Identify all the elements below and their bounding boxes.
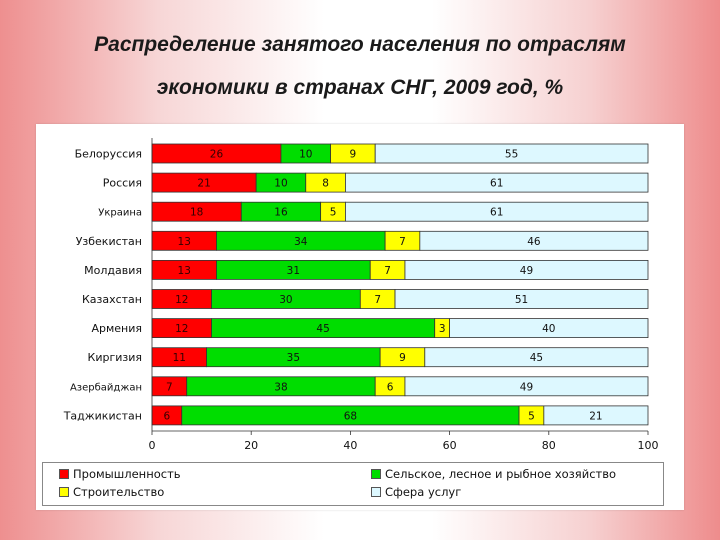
data-label: 12	[175, 323, 188, 335]
data-label: 35	[287, 352, 300, 364]
data-label: 38	[274, 381, 287, 393]
legend-label-services: Сфера услуг	[385, 485, 462, 499]
data-label: 13	[178, 236, 191, 248]
bar-segment	[404, 376, 649, 397]
bar-segment	[374, 143, 649, 164]
data-label: 61	[490, 178, 503, 190]
chart-title-line-1: Распределение занятого населения по отра…	[94, 33, 626, 56]
data-label: 6	[164, 410, 171, 422]
bar-segment	[394, 289, 649, 309]
legend-swatch-industry	[59, 469, 69, 479]
data-label: 5	[330, 207, 337, 219]
legend: Промышленность Сельское, лесное и рыбное…	[42, 462, 664, 506]
category-label: Азербайджан	[70, 382, 142, 393]
data-label: 8	[322, 178, 329, 190]
data-label: 30	[279, 294, 292, 306]
x-tick-label: 0	[149, 439, 156, 452]
data-label: 9	[399, 352, 406, 364]
data-label: 3	[439, 323, 446, 335]
data-label: 6	[387, 381, 394, 393]
bar-segment	[424, 347, 649, 368]
legend-swatch-services	[371, 487, 381, 497]
data-label: 7	[374, 294, 381, 306]
x-tick-label: 20	[244, 439, 258, 452]
data-label: 49	[520, 265, 533, 277]
data-label: 61	[490, 207, 503, 219]
data-label: 45	[316, 323, 329, 335]
x-tick-label: 100	[638, 439, 659, 452]
data-label: 7	[399, 236, 406, 248]
data-label: 34	[294, 236, 308, 248]
category-label: Украина	[98, 208, 142, 219]
data-label: 49	[520, 381, 533, 393]
x-tick-label: 80	[542, 439, 556, 452]
legend-label-industry: Промышленность	[73, 467, 181, 481]
legend-label-construction: Строительство	[73, 485, 165, 499]
legend-label-agriculture: Сельское, лесное и рыбное хозяйство	[385, 467, 617, 481]
legend-item-industry: Промышленность	[59, 467, 181, 481]
bar-segment	[449, 318, 649, 339]
data-label: 11	[173, 352, 186, 364]
category-label: Узбекистан	[76, 235, 142, 248]
data-label: 26	[210, 149, 224, 161]
data-label: 21	[197, 178, 210, 190]
legend-item-agriculture: Сельское, лесное и рыбное хозяйство	[371, 467, 616, 481]
category-label: Таджикистан	[63, 409, 142, 422]
data-label: 68	[344, 410, 357, 422]
category-label: Белоруссия	[75, 148, 142, 161]
data-label: 31	[287, 265, 300, 277]
bar-segment	[404, 259, 649, 280]
legend-swatch-agriculture	[371, 469, 381, 479]
legend-swatch-construction	[59, 487, 69, 497]
chart-title-line-2: экономики в странах СНГ, 2009 год, %	[156, 76, 564, 99]
data-label: 10	[274, 178, 287, 190]
x-tick-label: 40	[343, 439, 357, 452]
category-label: Россия	[103, 177, 142, 190]
bar-segment	[419, 230, 649, 251]
bar-segment	[345, 201, 649, 222]
data-label: 7	[166, 381, 173, 393]
data-label: 9	[350, 149, 357, 161]
category-label: Киргизия	[88, 351, 142, 364]
data-label: 51	[515, 294, 528, 306]
chart-panel: Белоруссия 26 10 9 55 Россия 21 10 8 61 Украина 18 1…	[36, 124, 684, 510]
data-label: 16	[274, 207, 288, 219]
bar-segment	[543, 405, 649, 426]
category-label: Молдавия	[84, 264, 142, 277]
data-label: 21	[589, 410, 602, 422]
data-label: 46	[527, 236, 541, 248]
data-label: 12	[175, 294, 188, 306]
data-label: 45	[530, 352, 543, 364]
data-label: 7	[384, 265, 391, 277]
x-tick-label: 60	[443, 439, 457, 452]
category-label: Армения	[91, 322, 142, 335]
category-label: Казахстан	[82, 293, 142, 306]
data-label: 13	[178, 265, 191, 277]
data-label: 18	[190, 207, 203, 219]
bar-segment	[345, 172, 649, 193]
legend-item-services: Сфера услуг	[371, 485, 461, 499]
data-label: 5	[528, 410, 535, 422]
legend-item-construction: Строительство	[59, 485, 164, 499]
data-label: 10	[299, 149, 312, 161]
data-label: 55	[505, 149, 518, 161]
data-label: 40	[542, 323, 555, 335]
